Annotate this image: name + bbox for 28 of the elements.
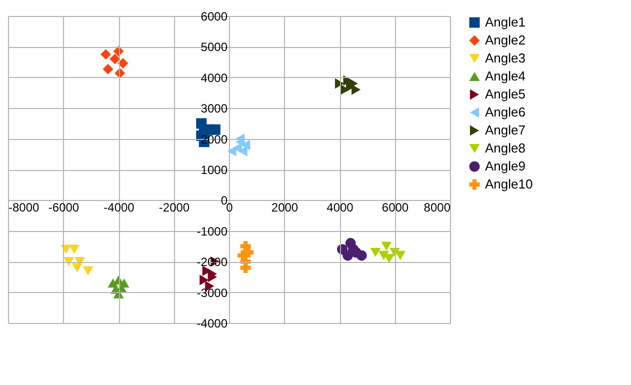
x-tick-label: 8000	[424, 200, 451, 215]
legend-label: Angle5	[485, 86, 526, 102]
x-tick-label: -8000	[8, 200, 40, 215]
legend-label: Angle4	[485, 68, 526, 84]
legend-label: Angle9	[485, 158, 526, 174]
x-tick-label: 2000	[271, 200, 298, 215]
x-tick-label: -2000	[158, 200, 190, 215]
legend-label: Angle10	[485, 176, 533, 192]
y-tick-label: -3000	[196, 286, 228, 300]
y-tick-label: -4000	[196, 316, 228, 330]
legend-label: Angle8	[485, 140, 526, 156]
x-tick-label: 4000	[326, 200, 354, 215]
x-tick-label: -6000	[48, 200, 80, 215]
y-tick-label: -1000	[196, 224, 228, 238]
x-tick-label: 6000	[382, 200, 409, 215]
y-tick-label: 3000	[200, 102, 228, 116]
y-tick-label: 6000	[200, 10, 228, 24]
legend-label: Angle6	[485, 104, 526, 120]
legend-label: Angle2	[485, 32, 526, 48]
y-tick-label: -2000	[196, 255, 228, 270]
y-tick-label: 2000	[200, 132, 228, 146]
y-tick-label: 4000	[200, 70, 228, 85]
legend-label: Angle3	[485, 50, 526, 66]
legend-label: Angle1	[485, 14, 526, 30]
y-tick-label: 1000	[200, 163, 228, 177]
legend-label: Angle7	[485, 122, 526, 138]
x-tick-label: -4000	[104, 200, 135, 215]
y-tick-label: 5000	[200, 40, 228, 54]
